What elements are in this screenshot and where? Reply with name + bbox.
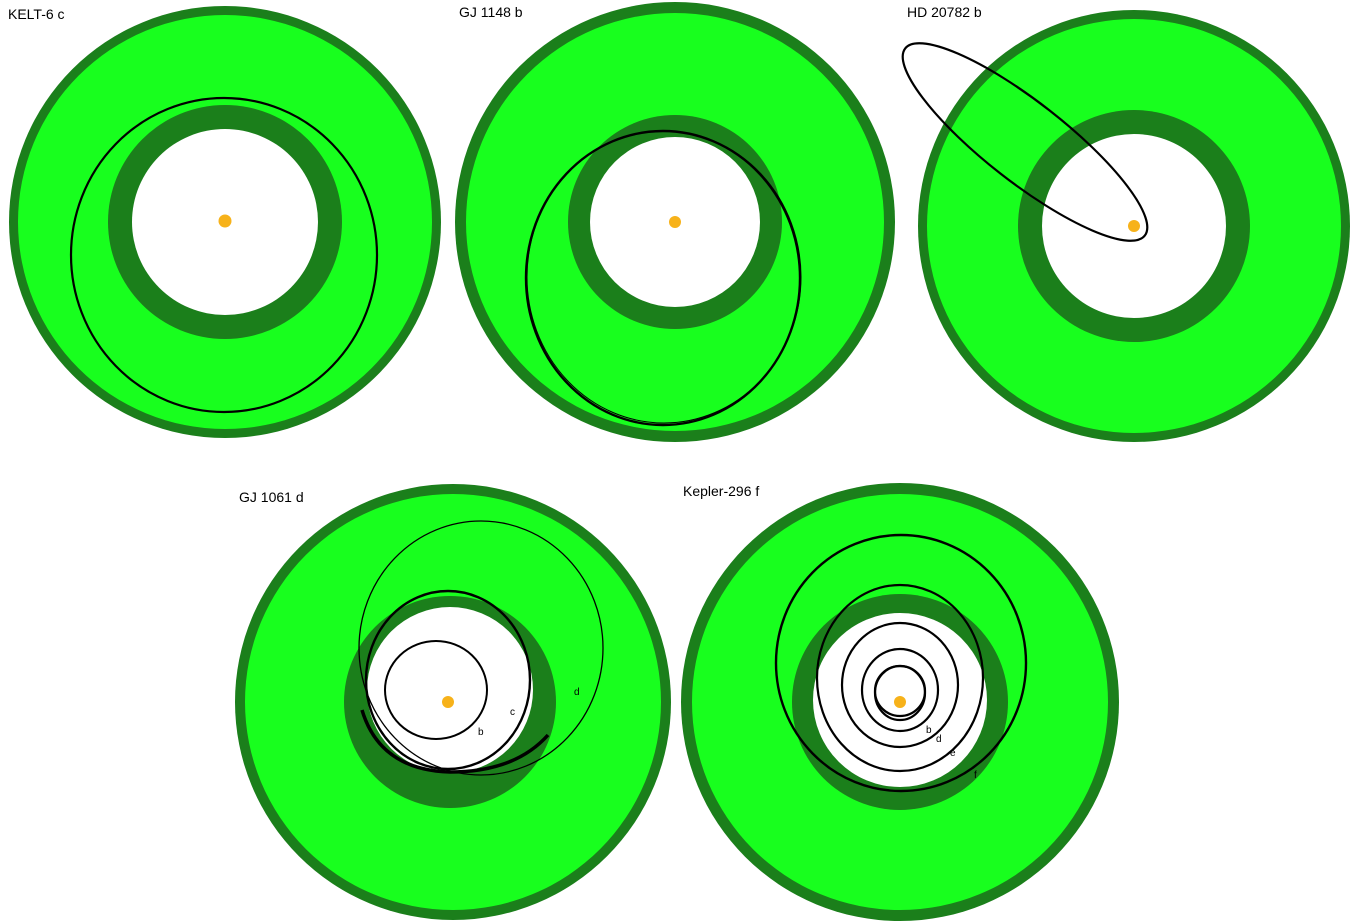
orbit-planet-c bbox=[364, 589, 532, 771]
orbit-planet-f bbox=[774, 533, 1028, 793]
orbit-planet-c bbox=[860, 647, 940, 733]
orbit-planet-d bbox=[358, 520, 604, 776]
orbit-planet-b bbox=[384, 640, 488, 740]
star bbox=[894, 696, 906, 708]
orbit-kelt-6-c bbox=[69, 96, 379, 414]
orbit-planet-d-periastron-thickening bbox=[360, 709, 550, 774]
inner-no-zone bbox=[367, 607, 533, 773]
panel-title: Kepler-296 f bbox=[683, 483, 759, 499]
panel-title: KELT-6 c bbox=[8, 6, 65, 22]
planet-label-c: c bbox=[510, 707, 515, 718]
panel-kepler-296-f: Kepler-296 f b d e f bbox=[681, 483, 1119, 921]
planet-label-f: f bbox=[974, 770, 977, 781]
panel-title: GJ 1061 d bbox=[239, 489, 304, 505]
panel-gj-1061-d: GJ 1061 d b c d bbox=[235, 484, 671, 920]
star bbox=[1128, 220, 1140, 232]
star bbox=[442, 696, 454, 708]
panel-kelt-6-c: KELT-6 c bbox=[8, 6, 441, 438]
panel-title: HD 20782 b bbox=[907, 4, 982, 20]
planet-label-e: e bbox=[950, 748, 956, 759]
star bbox=[218, 214, 232, 228]
planet-label-d: d bbox=[936, 734, 942, 745]
panel-title: GJ 1148 b bbox=[459, 4, 523, 20]
orbit-hd-20782-b bbox=[901, 42, 1149, 242]
planet-label-d: d bbox=[574, 687, 580, 698]
orbit-planet-d bbox=[840, 621, 960, 749]
planet-label-b: b bbox=[478, 727, 484, 738]
star bbox=[669, 216, 681, 228]
orbit-planet-b bbox=[873, 664, 927, 722]
orbit-gj-1148-b-outline bbox=[526, 130, 802, 424]
panel-hd-20782-b: HD 20782 b bbox=[901, 4, 1350, 442]
panel-gj-1148-b: GJ 1148 b bbox=[455, 2, 895, 442]
planet-label-b: b bbox=[926, 725, 932, 736]
orbit-planet-e bbox=[815, 583, 985, 773]
